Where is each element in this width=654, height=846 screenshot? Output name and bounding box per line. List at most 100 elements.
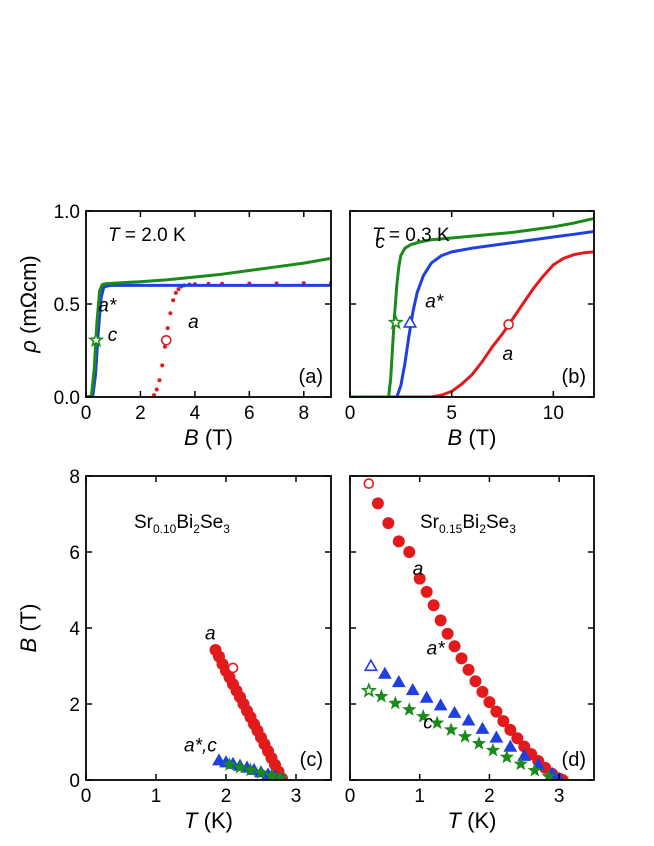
plot-area — [86, 256, 331, 397]
marker-a — [161, 334, 172, 346]
series-point — [388, 695, 403, 710]
series-point — [253, 765, 269, 779]
curve-label: a* — [425, 292, 444, 313]
y-tick-label: 0.5 — [54, 295, 80, 316]
series-point — [243, 762, 258, 777]
y-axis-label: B (T) — [16, 604, 41, 653]
marker-c — [87, 331, 105, 348]
series-point — [469, 675, 482, 688]
marker-c — [387, 314, 404, 330]
series-point — [152, 393, 157, 397]
series-point — [475, 721, 490, 734]
curve-label: c — [375, 232, 385, 253]
panel-a: 0 2 4 6 8 0.0 0.5 1.0 B (T) ρ (mΩcm) T = 2.0 K a* c a… — [16, 202, 332, 450]
marker-a* — [402, 315, 418, 328]
series-point — [461, 713, 476, 726]
y-tick-label: 4 — [69, 619, 80, 640]
x-tick-label: 4 — [190, 403, 201, 424]
y-tick-label: 8 — [69, 467, 80, 488]
x-axis-label: T (K) — [448, 808, 497, 833]
plot-area — [371, 497, 569, 780]
series-point — [427, 599, 440, 612]
series-point — [462, 663, 475, 676]
panel-tag: (c) — [300, 749, 323, 771]
series-point — [403, 546, 416, 558]
x-tick-label: 6 — [244, 403, 255, 424]
series-point — [402, 702, 417, 716]
series-point — [413, 572, 426, 585]
marker-c — [360, 682, 377, 698]
panel-tag: (d) — [562, 749, 586, 771]
x-tick-label: 2 — [221, 786, 232, 807]
series-c — [350, 216, 594, 397]
series-point — [503, 739, 518, 752]
x-tick-label: 8 — [298, 403, 309, 424]
curve-label: a — [205, 623, 216, 644]
series-point — [518, 740, 531, 753]
x-tick-label: 0 — [81, 786, 92, 807]
x-tick-label: 3 — [291, 786, 302, 807]
curve-label: a* — [98, 295, 117, 316]
x-tick-label: 2 — [135, 403, 146, 424]
series-point — [168, 311, 173, 316]
series-a* — [86, 283, 331, 397]
series-point — [490, 705, 503, 718]
x-axis-label: B (T) — [184, 425, 233, 450]
x-tick-label: 1 — [414, 786, 425, 807]
x-tick-label: 0 — [345, 403, 356, 424]
series-point — [489, 730, 504, 743]
panel-tag: (b) — [562, 366, 586, 388]
series-point — [448, 640, 461, 653]
series-line-a — [350, 250, 594, 397]
curve-label: c — [423, 713, 433, 734]
series-point — [511, 732, 524, 745]
series-point — [154, 387, 159, 392]
series-point — [160, 363, 165, 368]
x-tick-label: 5 — [446, 403, 457, 424]
x-axis-label: B (T) — [448, 425, 497, 450]
series-point — [497, 715, 510, 728]
series-point — [471, 736, 487, 750]
series-point — [419, 690, 434, 703]
series-point — [371, 497, 384, 510]
x-axis-label: T (K) — [184, 808, 233, 833]
y-tick-label: 1.0 — [54, 202, 80, 223]
series-c — [86, 256, 331, 397]
series-point — [162, 344, 167, 349]
series-a — [371, 497, 569, 780]
series-c — [374, 688, 556, 780]
series-point — [447, 705, 462, 718]
series-line-c — [86, 256, 331, 397]
series-point — [416, 709, 431, 723]
series-point — [434, 614, 447, 627]
series-c — [222, 757, 288, 780]
series-point — [222, 757, 237, 771]
series-point — [443, 722, 459, 736]
series-point — [541, 769, 556, 780]
series-point — [483, 696, 496, 709]
series-point — [264, 767, 279, 780]
series-point — [273, 770, 288, 780]
series-point — [455, 652, 468, 665]
curve-label: a — [188, 312, 199, 333]
x-tick-label: 0 — [345, 786, 356, 807]
series-point — [157, 378, 162, 383]
marker-a — [503, 319, 514, 330]
curve-label: a — [503, 344, 514, 365]
series-line-c — [350, 216, 594, 397]
series-point — [374, 688, 389, 703]
curve-label: a*,c — [184, 736, 217, 757]
curve-label: a* — [427, 639, 446, 660]
temperature-annotation: T = 2.0 K — [108, 225, 186, 246]
series-point — [377, 666, 392, 679]
series-point — [433, 698, 448, 711]
series-point — [405, 683, 420, 696]
series-line-a* — [350, 230, 594, 397]
series-point — [499, 749, 514, 764]
series-point — [513, 756, 528, 771]
series-point — [171, 298, 176, 303]
series-point — [485, 742, 501, 757]
series-point — [165, 326, 170, 331]
series-a* — [350, 230, 594, 397]
